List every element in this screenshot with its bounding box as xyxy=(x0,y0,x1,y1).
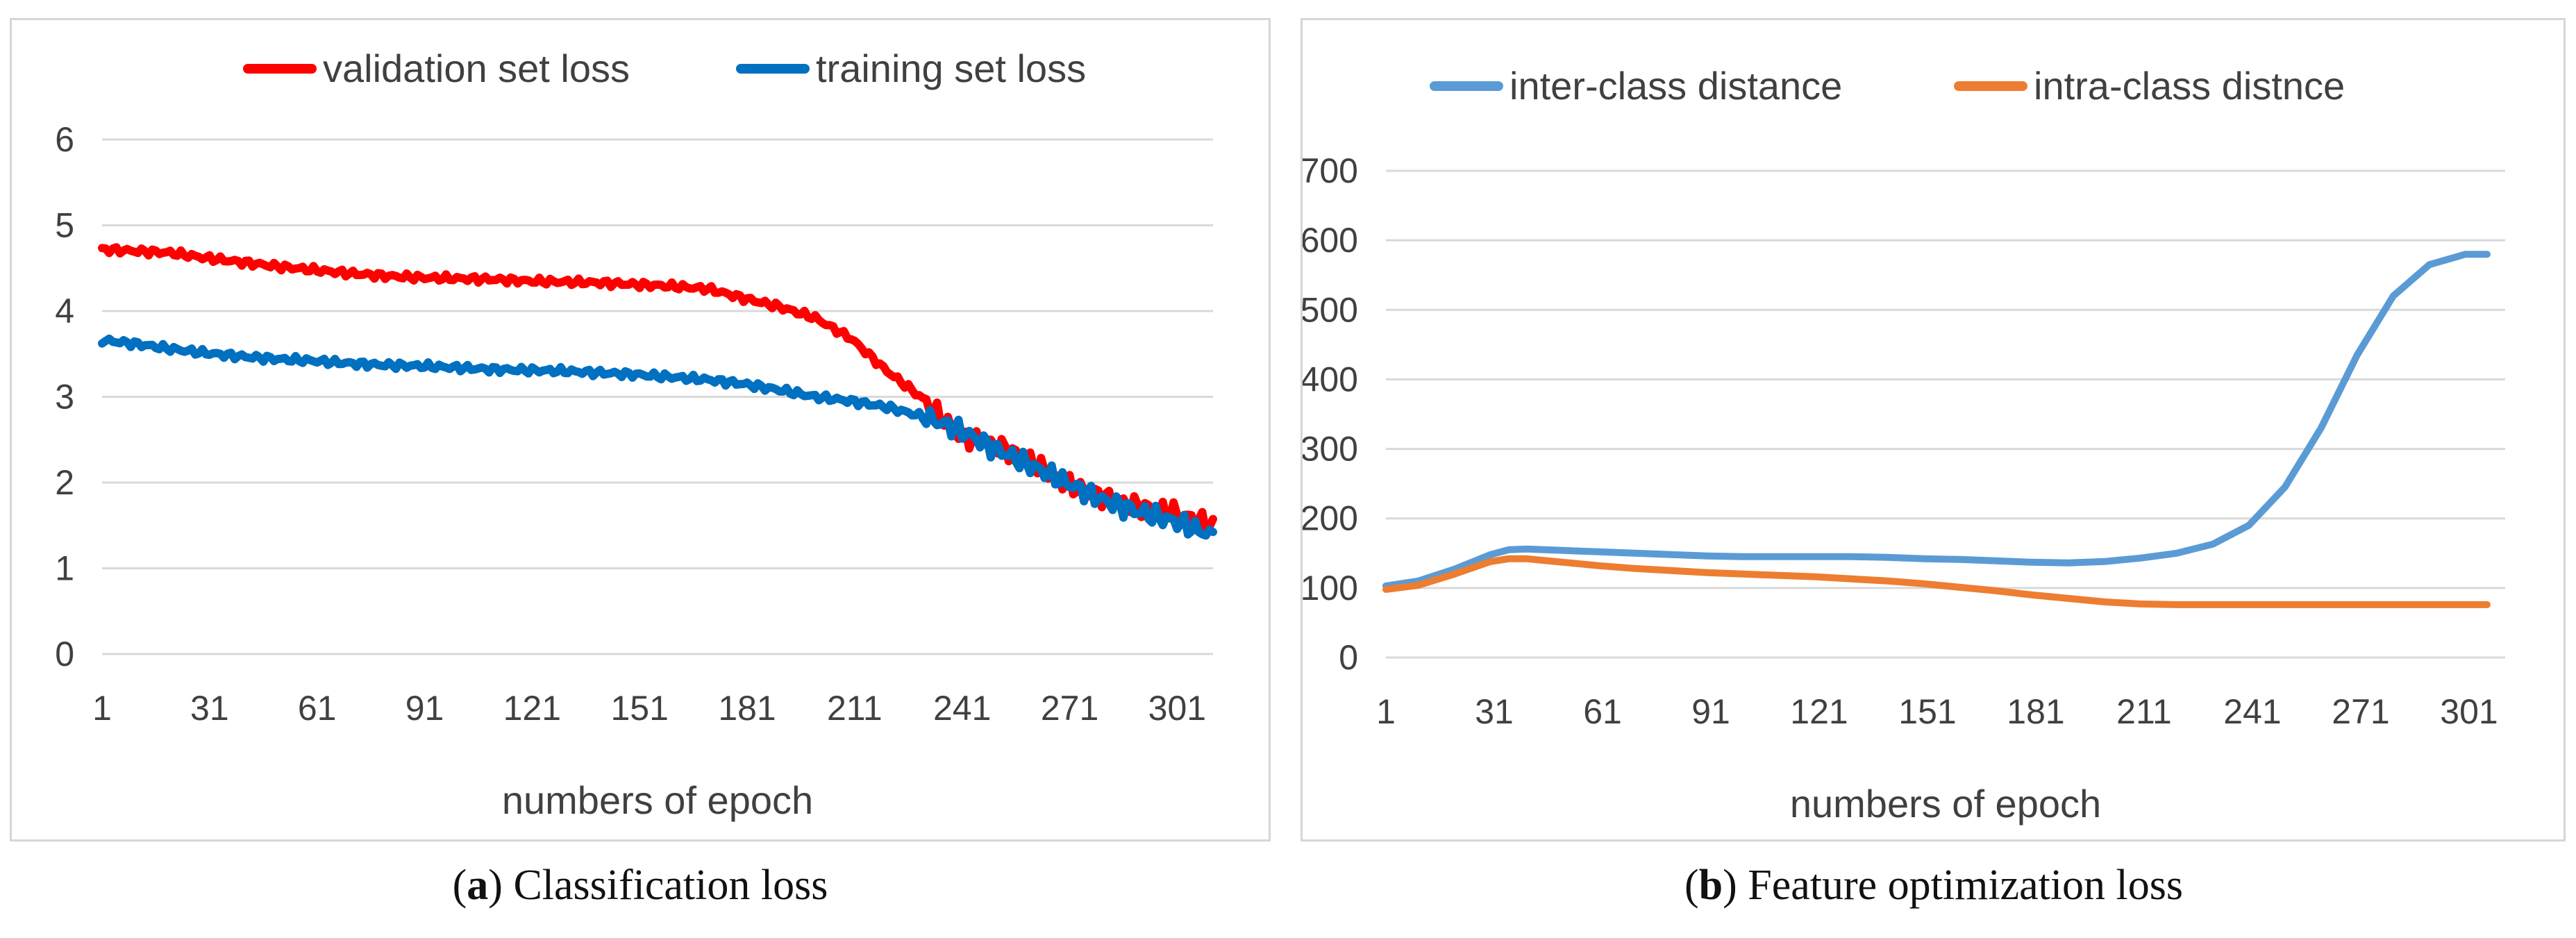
x-tick-label-a-2: 61 xyxy=(298,689,337,728)
caption-b-text: Feature optimization loss xyxy=(1737,862,2184,909)
chart-panel-a: 0 1 2 3 4 5 6 1 31 61 91 121 151 181 211 241 271 301 numbe… xyxy=(10,18,1271,841)
x-tick-label-a-4: 121 xyxy=(503,689,561,728)
caption-a-text: Classification loss xyxy=(502,862,828,909)
legend-label-a-0: validation set loss xyxy=(323,47,630,90)
y-tick-label-b-0: 0 xyxy=(1339,638,1358,677)
x-tick-label-a-0: 1 xyxy=(92,689,112,728)
x-tick-label-b-1: 31 xyxy=(1475,692,1514,731)
y-tick-label-a-0: 0 xyxy=(55,635,74,673)
x-tick-label-a-5: 151 xyxy=(610,689,668,728)
x-tick-label-a-10: 301 xyxy=(1148,689,1206,728)
x-axis-title-b: numbers of epoch xyxy=(1790,782,2101,826)
series-line-a-0 xyxy=(98,243,1217,536)
y-tick-label-a-1: 1 xyxy=(55,549,74,588)
x-tick-label-b-6: 181 xyxy=(2007,692,2064,731)
y-tick-label-b-2: 200 xyxy=(1303,499,1358,538)
y-tick-label-b-6: 600 xyxy=(1303,221,1358,260)
y-tick-label-a-3: 3 xyxy=(55,378,74,417)
y-tick-label-b-1: 100 xyxy=(1303,569,1358,608)
y-tick-label-a-6: 6 xyxy=(55,120,74,159)
series-line-b-1 xyxy=(1382,555,2491,608)
caption-b: (b) Feature optimization loss xyxy=(1684,862,2184,909)
x-tick-label-b-5: 151 xyxy=(1898,692,1956,731)
series-line-b-0 xyxy=(1382,251,2491,589)
x-tick-label-a-7: 211 xyxy=(827,689,883,728)
x-tick-label-b-10: 301 xyxy=(2440,692,2498,731)
x-tick-label-b-8: 241 xyxy=(2223,692,2281,731)
x-tick-label-a-6: 181 xyxy=(718,689,776,728)
x-axis-title-a: numbers of epoch xyxy=(502,778,813,822)
y-tick-label-a-5: 5 xyxy=(55,206,74,245)
x-tick-label-a-3: 91 xyxy=(405,689,444,728)
x-tick-label-a-9: 271 xyxy=(1041,689,1098,728)
legend-label-b-0: inter-class distance xyxy=(1509,64,1842,108)
y-tick-label-a-2: 2 xyxy=(55,463,74,502)
legend-label-b-1: intra-class distnce xyxy=(2034,64,2345,108)
y-tick-label-b-3: 300 xyxy=(1303,430,1358,469)
x-tick-label-b-7: 211 xyxy=(2116,692,2172,731)
y-tick-label-a-4: 4 xyxy=(55,292,74,330)
x-tick-label-a-8: 241 xyxy=(933,689,991,728)
x-tick-label-a-1: 31 xyxy=(190,689,229,728)
y-tick-label-b-7: 700 xyxy=(1303,151,1358,190)
chart-b-svg: 0 100 200 300 400 500 600 700 1 31 61 91 121 151 181 21… xyxy=(1300,64,2505,826)
x-tick-label-b-4: 121 xyxy=(1790,692,1848,731)
caption-a: (a) Classification loss xyxy=(452,862,828,909)
x-tick-label-b-3: 91 xyxy=(1691,692,1730,731)
x-tick-label-b-0: 1 xyxy=(1376,692,1396,731)
legend-label-a-1: training set loss xyxy=(816,47,1086,90)
series-line-a-1 xyxy=(98,334,1217,540)
chart-panel-b: 0 100 200 300 400 500 600 700 1 31 61 91 121 151 181 21… xyxy=(1300,18,2566,841)
caption-a-letter: a xyxy=(467,862,489,909)
x-tick-label-b-9: 271 xyxy=(2332,692,2389,731)
caption-b-letter: b xyxy=(1698,862,1723,909)
x-tick-label-b-2: 61 xyxy=(1583,692,1622,731)
y-tick-label-b-4: 400 xyxy=(1303,360,1358,399)
y-tick-label-b-5: 500 xyxy=(1303,290,1358,329)
